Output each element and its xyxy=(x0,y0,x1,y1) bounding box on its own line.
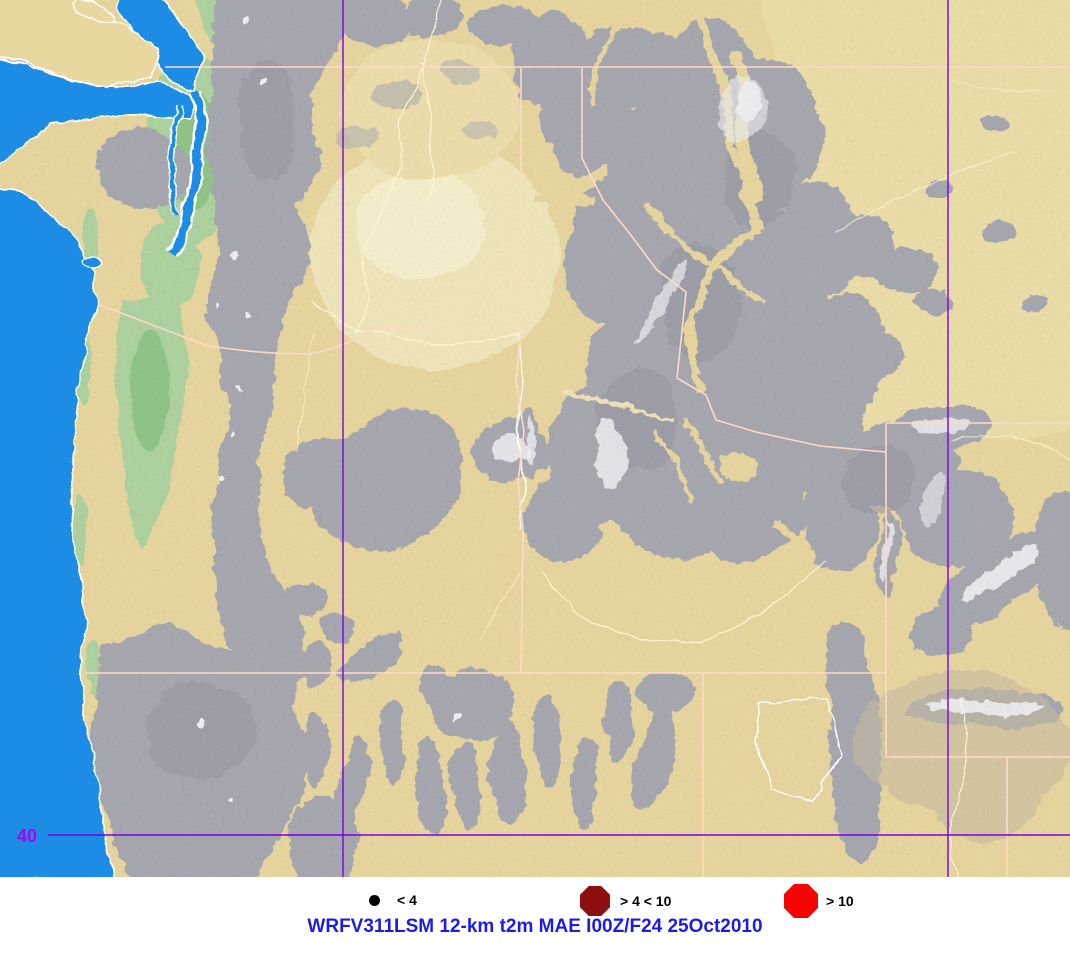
legend-marker-large-octagon xyxy=(784,884,818,918)
legend-marker-small-dot xyxy=(369,895,380,906)
legend-label-4to10: > 4 < 10 xyxy=(620,893,672,909)
ocean-layer xyxy=(0,0,208,877)
border-wa-or xyxy=(99,304,522,355)
terrain-map: 40 xyxy=(0,0,1070,877)
legend-label-gt10: > 10 xyxy=(826,893,854,909)
gulf-islands xyxy=(73,0,117,24)
octagon-shape xyxy=(580,886,610,916)
strait-juan-de-fuca xyxy=(0,60,196,167)
legend-marker-medium-octagon xyxy=(580,886,610,916)
hood-canal xyxy=(168,104,180,216)
legend-label-lt4: < 4 xyxy=(397,892,417,908)
terrain-texture xyxy=(0,0,1070,877)
border-or-id xyxy=(515,326,525,674)
border-id-mt xyxy=(581,67,887,453)
grays-harbor xyxy=(81,255,103,269)
plot-title: WRFV311LSM 12-km t2m MAE I00Z/F24 25Oct2… xyxy=(307,916,763,937)
puget-sound xyxy=(168,90,205,255)
river-layer xyxy=(295,0,1070,877)
pacific-ocean xyxy=(0,188,116,877)
octagon-shape xyxy=(784,884,818,918)
graticule xyxy=(48,0,1070,877)
great-salt-lake-outline xyxy=(755,697,841,801)
state-borders xyxy=(86,66,1070,877)
latitude-label-40: 40 xyxy=(17,826,37,846)
